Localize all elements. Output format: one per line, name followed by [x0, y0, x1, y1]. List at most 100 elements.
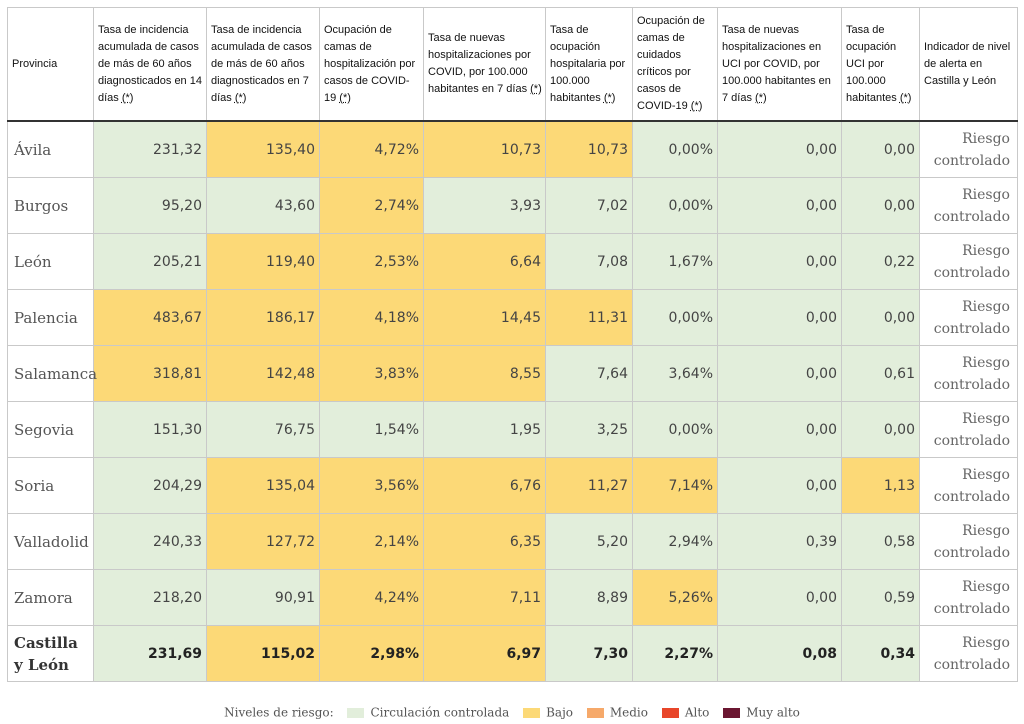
value-cell: 11,27: [545, 457, 633, 514]
value-cell: 0,59: [841, 569, 920, 626]
value-cell: 7,02: [545, 177, 633, 234]
value-cell: 204,29: [93, 457, 207, 514]
value-cell: 2,14%: [319, 513, 424, 570]
table-row: Segovia 151,30 76,75 1,54% 1,95 3,25 0,00% 0,00…: [7, 401, 1018, 458]
province-cell: Soria: [7, 457, 94, 514]
risk-legend: Niveles de riesgo: Circulación controlad…: [0, 705, 1024, 720]
value-cell: 0,00%: [632, 401, 718, 458]
province-cell: Burgos: [7, 177, 94, 234]
value-cell: 483,67: [93, 289, 207, 346]
value-cell: 0,00: [841, 120, 920, 178]
value-cell: 0,00: [717, 177, 842, 234]
value-cell: 0,22: [841, 233, 920, 290]
value-cell: 151,30: [93, 401, 207, 458]
info-note-link[interactable]: (*): [690, 100, 703, 112]
header-ocupacion-camas: Ocupación de camas de hospitalización po…: [319, 7, 424, 122]
value-cell: 7,30: [545, 625, 633, 682]
value-cell: 135,04: [206, 457, 320, 514]
value-cell: 14,45: [423, 289, 546, 346]
value-cell: 2,94%: [632, 513, 718, 570]
value-cell: 6,97: [423, 625, 546, 682]
province-cell: León: [7, 233, 94, 290]
value-cell: 240,33: [93, 513, 207, 570]
province-cell: Segovia: [7, 401, 94, 458]
info-note-link[interactable]: (*): [755, 91, 767, 104]
alert-level-cell: Riesgo controlado: [919, 625, 1018, 682]
value-cell: 0,00%: [632, 289, 718, 346]
info-note-link[interactable]: (*): [603, 91, 616, 104]
value-cell: 3,64%: [632, 345, 718, 402]
legend-swatch: [723, 707, 741, 718]
value-cell: 142,48: [206, 345, 320, 402]
value-cell: 2,74%: [319, 177, 424, 234]
header-incidencia-7d: Tasa de incidencia acumulada de casos de…: [206, 7, 320, 122]
province-cell: Salamanca: [7, 345, 97, 402]
value-cell: 5,26%: [632, 569, 718, 626]
value-cell: 1,13: [841, 457, 920, 514]
value-cell: 127,72: [206, 513, 320, 570]
value-cell: 0,00: [717, 120, 842, 178]
table-row: Ávila 231,32 135,40 4,72% 10,73 10,73 0,00% 0,0…: [7, 120, 1018, 178]
alert-level-cell: Riesgo controlado: [919, 569, 1018, 626]
header-ocupacion-criticos: Ocupación de camas de cuidados críticos …: [632, 7, 718, 122]
alert-level-cell: Riesgo controlado: [919, 513, 1018, 570]
info-note-link[interactable]: (*): [234, 91, 247, 104]
value-cell: 8,89: [545, 569, 633, 626]
value-cell: 6,64: [423, 233, 546, 290]
value-cell: 0,08: [717, 625, 842, 682]
info-note-link[interactable]: (*): [339, 91, 351, 104]
value-cell: 7,08: [545, 233, 633, 290]
info-note-link[interactable]: (*): [121, 91, 134, 104]
value-cell: 0,00: [717, 457, 842, 514]
value-cell: 2,53%: [319, 233, 424, 290]
header-incidencia-14d: Tasa de incidencia acumulada de casos de…: [93, 7, 207, 122]
value-cell: 0,00: [717, 345, 842, 402]
info-note-link[interactable]: (*): [530, 83, 542, 95]
value-cell: 7,11: [423, 569, 546, 626]
value-cell: 115,02: [206, 625, 320, 682]
legend-swatch: [661, 707, 679, 718]
alert-level-cell: Riesgo controlado: [919, 233, 1018, 290]
value-cell: 2,27%: [632, 625, 718, 682]
value-cell: 205,21: [93, 233, 207, 290]
value-cell: 76,75: [206, 401, 320, 458]
value-cell: 0,58: [841, 513, 920, 570]
value-cell: 318,81: [93, 345, 207, 402]
value-cell: 2,98%: [319, 625, 424, 682]
table-header-row: Provincia Tasa de incidencia acumulada d…: [7, 7, 1018, 122]
value-cell: 0,00: [717, 569, 842, 626]
value-cell: 0,39: [717, 513, 842, 570]
legend-label: Circulación controlada: [370, 705, 510, 720]
value-cell: 7,64: [545, 345, 633, 402]
value-cell: 1,67%: [632, 233, 718, 290]
province-cell: Palencia: [7, 289, 94, 346]
alert-level-cell: Riesgo controlado: [919, 289, 1018, 346]
value-cell: 7,14%: [632, 457, 718, 514]
value-cell: 3,56%: [319, 457, 424, 514]
value-cell: 6,76: [423, 457, 546, 514]
alert-level-cell: Riesgo controlado: [919, 345, 1018, 402]
value-cell: 5,20: [545, 513, 633, 570]
header-nivel-alerta: Indicador de nivel de alerta en Castilla…: [919, 7, 1018, 122]
alert-level-cell: Riesgo controlado: [919, 401, 1018, 458]
value-cell: 3,83%: [319, 345, 424, 402]
value-cell: 11,31: [545, 289, 633, 346]
table-row: Valladolid 240,33 127,72 2,14% 6,35 5,20 2,94%…: [7, 513, 1018, 570]
legend-swatch: [586, 707, 604, 718]
value-cell: 231,69: [93, 625, 207, 682]
value-cell: 0,00%: [632, 177, 718, 234]
header-nuevas-uci: Tasa de nuevas hospitalizaciones en UCI …: [717, 7, 842, 122]
value-cell: 10,73: [423, 120, 546, 178]
indicators-table-container: Provincia Tasa de incidencia acumulada d…: [7, 7, 1018, 682]
legend-swatch: [523, 707, 541, 718]
alert-level-cell: Riesgo controlado: [919, 177, 1018, 234]
indicators-table: Provincia Tasa de incidencia acumulada d…: [7, 7, 1018, 682]
alert-level-cell: Riesgo controlado: [919, 120, 1018, 178]
value-cell: 8,55: [423, 345, 546, 402]
province-cell: Zamora: [7, 569, 94, 626]
province-cell: Valladolid: [7, 513, 94, 570]
table-row: Soria 204,29 135,04 3,56% 6,76 11,27 7,14% 0,00…: [7, 457, 1018, 514]
value-cell: 90,91: [206, 569, 320, 626]
legend-title: Niveles de riesgo:: [224, 705, 334, 720]
info-note-link[interactable]: (*): [899, 91, 912, 104]
